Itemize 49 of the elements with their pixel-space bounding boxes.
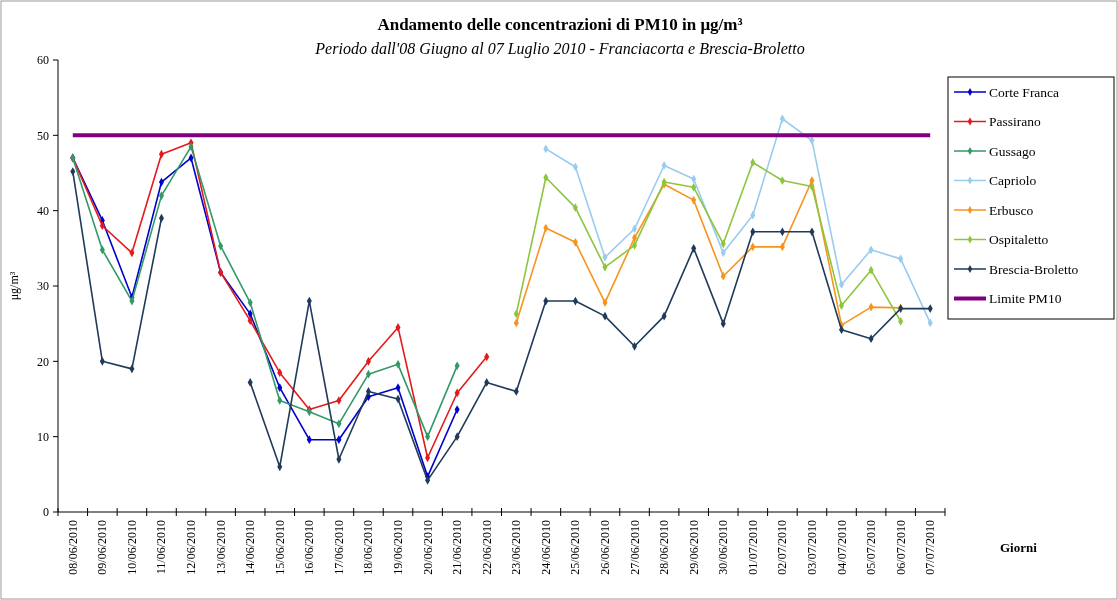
x-tick-label: 03/07/2010	[804, 520, 819, 575]
x-tick-label: 23/06/2010	[509, 520, 524, 575]
x-axis-title: Giorni	[1000, 540, 1038, 555]
x-tick-label: 10/06/2010	[124, 520, 139, 575]
x-tick-label: 08/06/2010	[65, 520, 80, 575]
x-tick-label: 28/06/2010	[657, 520, 672, 575]
x-tick-label: 20/06/2010	[420, 520, 435, 575]
chart-title: Andamento delle concentrazioni di PM10 in μg/m³	[377, 15, 743, 34]
x-tick-label: 01/07/2010	[745, 520, 760, 575]
x-tick-label: 19/06/2010	[391, 520, 406, 575]
legend-label: Capriolo	[989, 173, 1037, 189]
x-tick-label: 25/06/2010	[568, 520, 583, 575]
legend-label: Limite PM10	[989, 291, 1062, 307]
x-tick-label: 27/06/2010	[627, 520, 642, 575]
y-tick-label: 60	[37, 53, 49, 68]
y-tick-label: 40	[37, 203, 49, 218]
x-tick-label: 22/06/2010	[479, 520, 494, 575]
x-tick-label: 06/07/2010	[893, 520, 908, 575]
x-tick-label: 05/07/2010	[864, 520, 879, 575]
y-tick-label: 20	[37, 354, 49, 369]
legend-label: Brescia-Broletto	[989, 261, 1079, 277]
legend-label: Ospitaletto	[989, 232, 1049, 248]
x-tick-label: 12/06/2010	[184, 520, 199, 575]
y-tick-label: 30	[37, 279, 49, 294]
x-tick-label: 29/06/2010	[686, 520, 701, 575]
x-tick-label: 16/06/2010	[302, 520, 317, 575]
legend-label: Erbusco	[989, 202, 1034, 218]
y-tick-label: 50	[37, 128, 49, 143]
legend-label: Corte Franca	[989, 84, 1060, 100]
x-tick-label: 17/06/2010	[331, 520, 346, 575]
y-axis-title: μg/m³	[7, 271, 21, 301]
x-tick-label: 04/07/2010	[834, 520, 849, 575]
y-tick-label: 10	[37, 429, 49, 444]
x-tick-label: 02/07/2010	[775, 520, 790, 575]
x-tick-label: 18/06/2010	[361, 520, 376, 575]
x-tick-label: 30/06/2010	[716, 520, 731, 575]
legend-label: Gussago	[989, 143, 1036, 159]
x-tick-label: 15/06/2010	[272, 520, 287, 575]
legend-label: Passirano	[989, 114, 1041, 130]
x-tick-label: 13/06/2010	[213, 520, 228, 575]
x-tick-label: 07/07/2010	[923, 520, 938, 575]
x-tick-label: 26/06/2010	[597, 520, 612, 575]
x-tick-label: 21/06/2010	[450, 520, 465, 575]
y-tick-label: 0	[43, 505, 49, 520]
x-tick-label: 14/06/2010	[243, 520, 258, 575]
chart-subtitle: Periodo dall'08 Giugno al 07 Luglio 2010 - Franciacorta e Brescia-Broletto	[314, 40, 805, 58]
x-tick-label: 09/06/2010	[95, 520, 110, 575]
x-tick-label: 11/06/2010	[154, 520, 169, 575]
x-tick-label: 24/06/2010	[538, 520, 553, 575]
